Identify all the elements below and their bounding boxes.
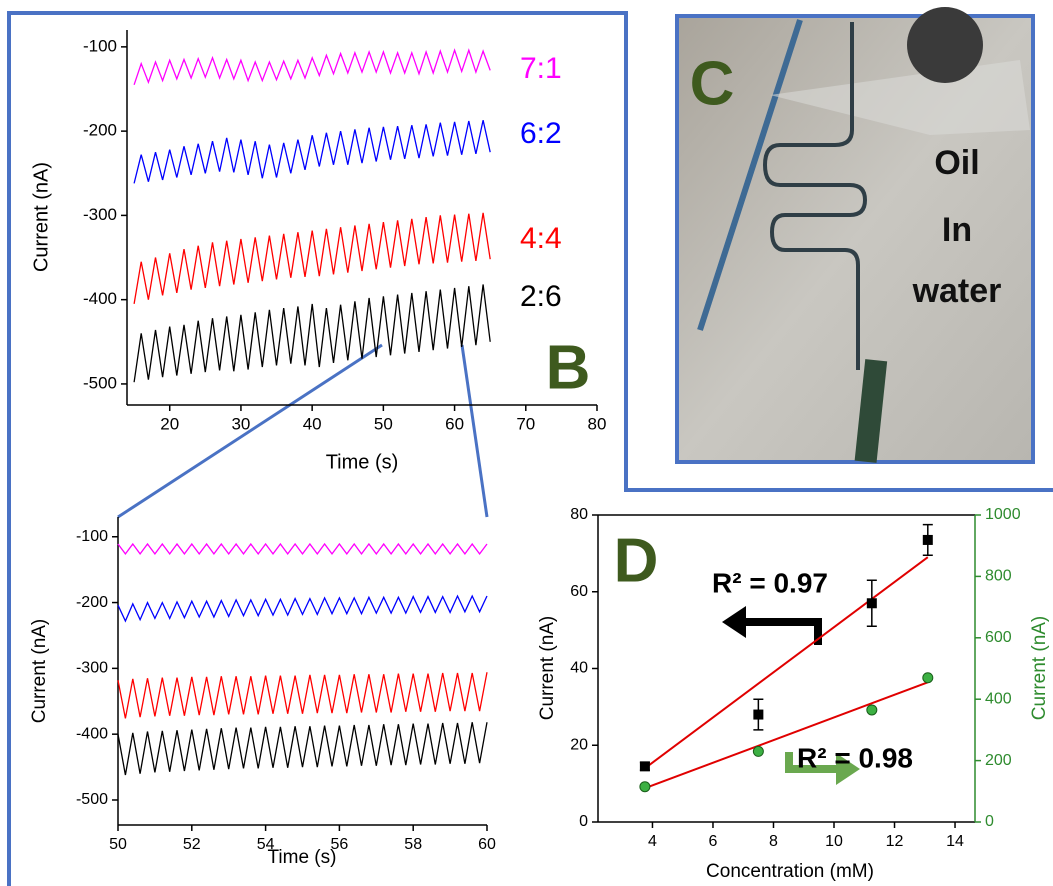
y-tick-label: 60 (570, 583, 588, 600)
x-tick-label: 80 (588, 414, 607, 433)
data-line (133, 284, 491, 383)
x-tick-label: 20 (160, 414, 179, 433)
annotation: R² = 0.97 (712, 567, 828, 598)
x-tick-label: 30 (231, 414, 250, 433)
y2-axis-label: Current (nA) (1029, 616, 1050, 721)
y2-tick-label: 1000 (985, 506, 1021, 523)
data-line (117, 722, 488, 776)
x-tick-label: 10 (825, 833, 843, 850)
annotation: R² = 0.98 (797, 742, 913, 773)
y2-tick-label: 200 (985, 752, 1012, 769)
y-tick-label: -400 (76, 725, 108, 742)
y2-tick-label: 600 (985, 629, 1012, 646)
y-axis-label: Current (nA) (30, 162, 52, 272)
panel-frame (7, 11, 1053, 886)
zoom-line (460, 344, 489, 518)
fit-line (644, 556, 929, 770)
series-label: 6:2 (520, 117, 562, 150)
channel (762, 22, 868, 370)
y-tick-label: -100 (83, 36, 117, 55)
arrow-head (722, 606, 746, 638)
electrode (854, 359, 888, 463)
point (639, 761, 650, 772)
fit-line (644, 681, 929, 790)
x-axis-label: Concentration (mM) (706, 861, 874, 882)
arrow-head (836, 753, 860, 785)
panel-label: D (614, 526, 659, 595)
x-tick-label: 40 (303, 414, 322, 433)
tube (697, 19, 803, 331)
panel-label: B (546, 333, 591, 402)
series-label: 4:4 (520, 222, 562, 255)
data-line (117, 542, 488, 555)
y-tick-label: -300 (76, 660, 108, 677)
x-axis-label: Time (s) (268, 847, 337, 868)
point (922, 672, 934, 684)
x-tick-label: 70 (516, 414, 535, 433)
x-tick-label: 50 (109, 836, 127, 853)
y-tick-label: -200 (76, 594, 108, 611)
data-line (117, 594, 488, 623)
x-tick-label: 8 (769, 833, 778, 850)
connector (907, 7, 983, 83)
y2-tick-label: 400 (985, 690, 1012, 707)
y2-tick-label: 0 (985, 813, 994, 830)
y-tick-label: 0 (579, 813, 588, 830)
x-tick-label: 6 (709, 833, 718, 850)
x-tick-label: 58 (404, 836, 422, 853)
data-line (133, 48, 491, 86)
series-label: 7:1 (520, 52, 562, 85)
x-tick-label: 4 (648, 833, 657, 850)
y-tick-label: 80 (570, 506, 588, 523)
x-tick-label: 52 (183, 836, 201, 853)
y2-tick-label: 800 (985, 568, 1012, 585)
photo-caption: water (912, 272, 1002, 310)
zoom-line (117, 343, 383, 519)
y-tick-label: 40 (570, 660, 588, 677)
panel-label: C (690, 49, 735, 118)
point (866, 704, 878, 716)
data-line (133, 120, 491, 184)
y-tick-label: -100 (76, 528, 108, 545)
y-tick-label: -500 (83, 373, 117, 392)
point (922, 534, 933, 545)
data-line (117, 672, 488, 719)
point (752, 745, 764, 757)
series-label: 2:6 (520, 280, 562, 313)
y-tick-label: -200 (83, 121, 117, 140)
y-tick-label: -400 (83, 289, 117, 308)
x-tick-label: 60 (445, 414, 464, 433)
point (639, 781, 651, 793)
x-axis-label: Time (s) (326, 451, 399, 473)
x-tick-label: 12 (886, 833, 904, 850)
photo-caption: Oil (934, 144, 979, 182)
arrow (785, 752, 838, 773)
x-tick-label: 54 (257, 836, 275, 853)
arrow (742, 618, 822, 645)
y-axis-label: Current (nA) (537, 616, 558, 721)
x-tick-label: 50 (374, 414, 393, 433)
point (866, 598, 877, 609)
photo-panel: C Oil In water (675, 7, 1035, 464)
x-tick-label: 14 (946, 833, 964, 850)
y-axis-label: Current (nA) (29, 619, 50, 724)
data-line (133, 212, 491, 305)
x-tick-label: 60 (478, 836, 496, 853)
y-tick-label: 20 (570, 736, 588, 753)
y-tick-label: -500 (76, 791, 108, 808)
glass (770, 60, 1030, 135)
x-tick-label: 56 (331, 836, 349, 853)
point (753, 709, 764, 720)
photo-caption: In (942, 211, 972, 249)
y-tick-label: -300 (83, 205, 117, 224)
